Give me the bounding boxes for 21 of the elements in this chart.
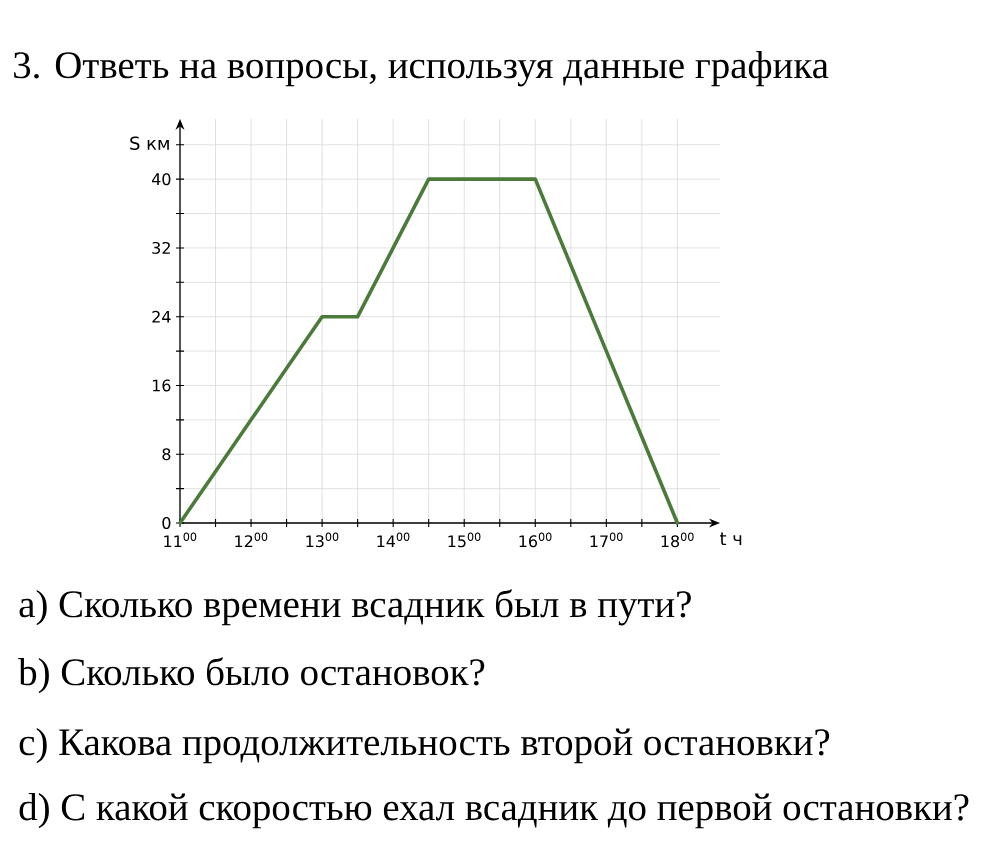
y-tick-label: 24 [152,310,171,323]
x-tick-label: 16$^{00}$ [519,532,552,548]
x-axis-title: t ч [720,532,742,546]
y-tick-label: 0 [162,516,171,530]
x-tick-label: 15$^{00}$ [448,532,481,548]
text: d) С какой скоростью ехал всадник до первой остановки? [19,793,969,829]
x-tick-label: 13$^{00}$ [306,532,339,548]
y-tick-label: 8 [162,448,171,461]
x-tick-label: 11$^{00}$ [164,532,197,548]
x-tick-label: 18$^{00}$ [661,532,694,548]
x-tick-label: 12$^{00}$ [235,532,268,548]
y-tick-label: 40 [151,173,171,186]
x-tick-label: 14$^{00}$ [377,532,410,548]
chart-title: 3. Ответь на вопросы, используя данные графика [14,51,829,87]
y-axis-title: S км [130,136,169,151]
text: b) Сколько было остановок? [18,657,485,694]
x-tick-label: 17$^{00}$ [590,532,623,548]
y-tick-label: 16 [152,379,171,392]
text: a) Сколько времени всадник был в пути? [19,589,691,626]
y-tick-label: 32 [152,241,170,254]
text: c) Какова продолжительность второй остановки? [19,728,830,764]
